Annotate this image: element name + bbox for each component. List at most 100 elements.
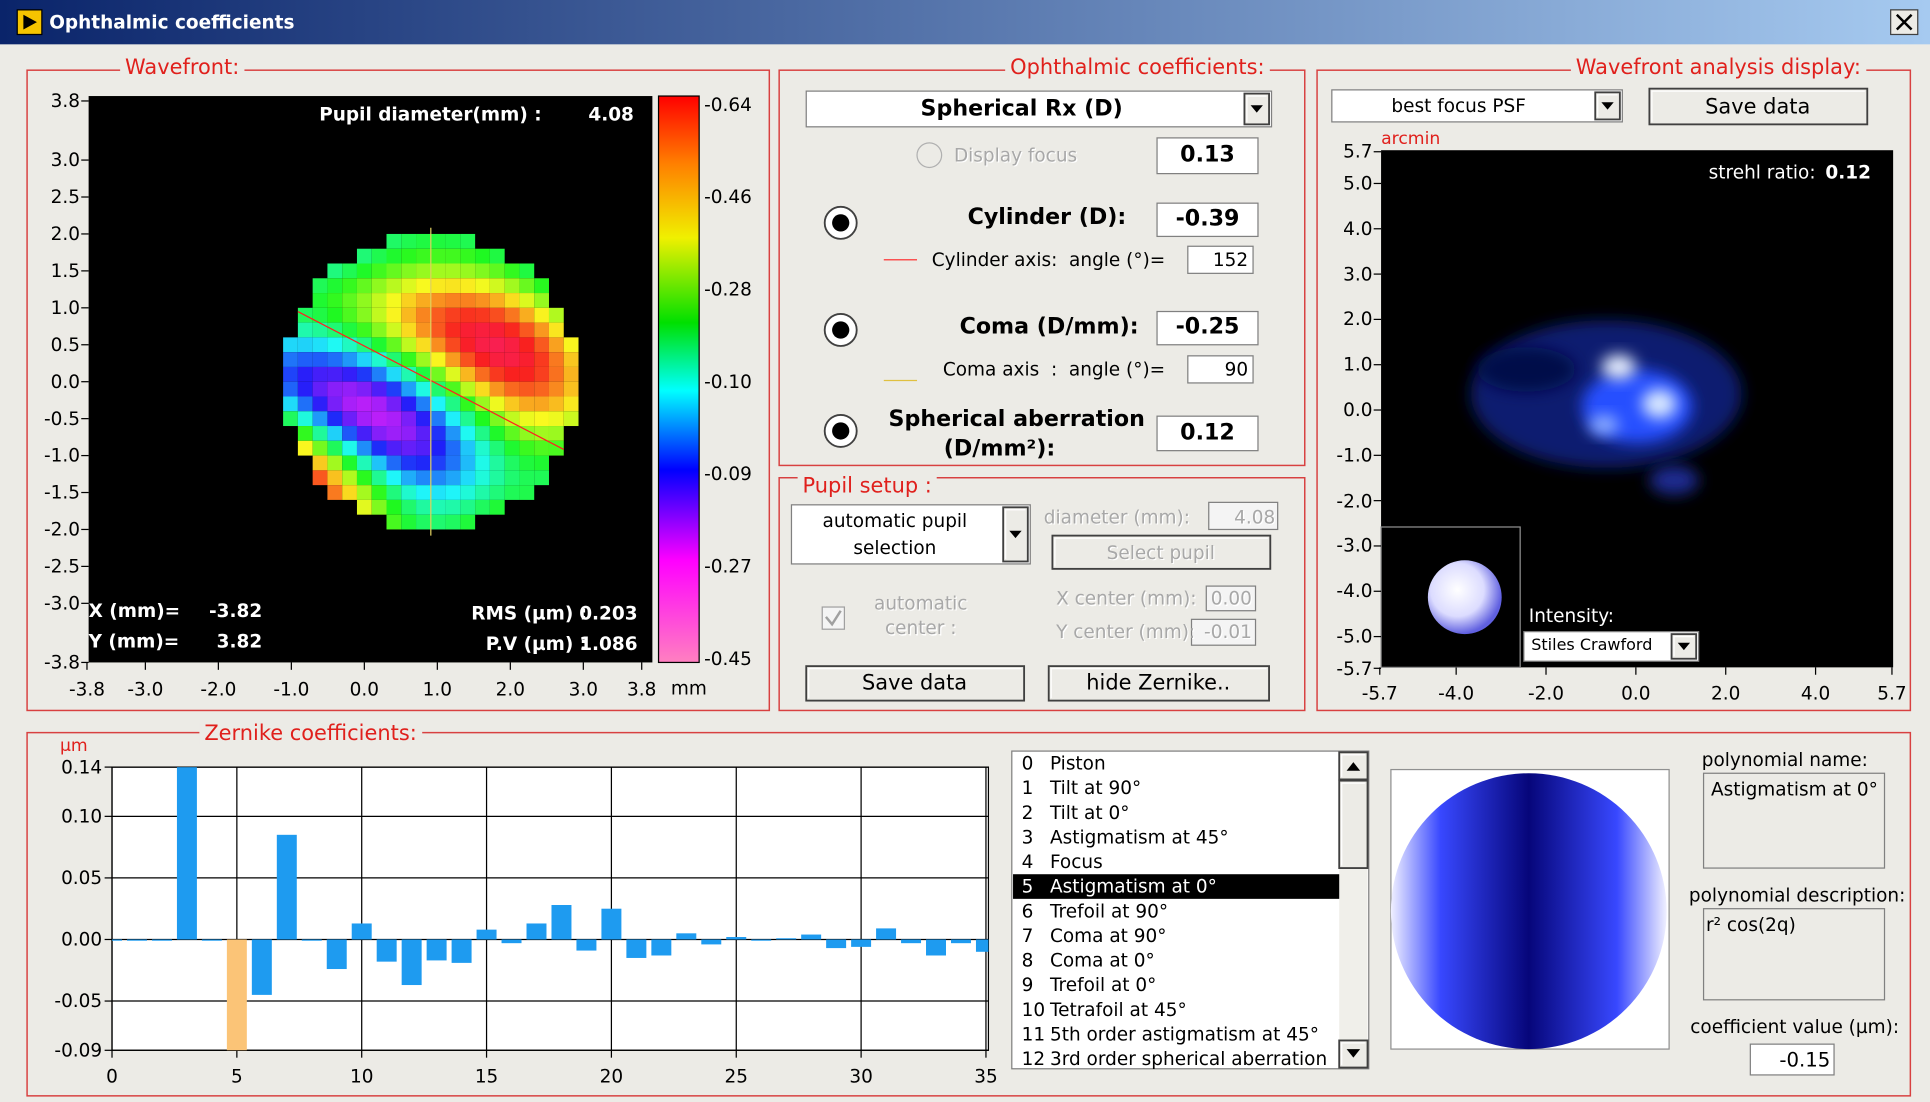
wavefront-pixel <box>386 381 402 397</box>
coefficient-field <box>1749 1043 1835 1076</box>
wavefront-pixel <box>283 366 298 382</box>
bar <box>112 939 122 941</box>
spherical-radio-dot <box>832 422 850 440</box>
coma-axis-field <box>1187 355 1254 384</box>
pv-label: P.V (µm) : <box>485 632 588 656</box>
wavefront-pixel <box>283 381 298 397</box>
close-x <box>1895 13 1913 31</box>
wavefront-pixel <box>475 322 490 338</box>
wavefront-pixel <box>342 366 357 382</box>
list-name: 3rd order spherical aberration <box>1049 1047 1328 1070</box>
wavefront-pixel <box>519 485 535 500</box>
wavefront-pixel <box>519 470 535 486</box>
wavefront-pixel <box>371 485 387 500</box>
x-tick-label: -2.0 <box>200 678 237 701</box>
wavefront-pixel <box>312 426 328 441</box>
wavefront-pixel <box>342 455 357 471</box>
save-button <box>805 665 1026 702</box>
spherical-dropdown-arrow-button-bevel <box>1246 95 1267 122</box>
wavefront-pixel <box>548 307 564 323</box>
list-number: 8 <box>1021 949 1034 972</box>
wavefront-pixel <box>445 396 461 412</box>
wavefront-pixel <box>386 499 402 515</box>
wavefront-pixel <box>401 440 417 456</box>
strehl-label: strehl ratio: <box>1708 161 1816 184</box>
wavefront-pixel <box>519 278 535 294</box>
wavefront-pixel <box>460 233 476 249</box>
wavefront-pixel <box>327 278 343 294</box>
wavefront-pixel <box>371 248 387 264</box>
wavefront-pixel <box>356 426 372 441</box>
bar <box>950 939 971 944</box>
pupil-label: Pupil diameter(mm) : <box>319 103 542 126</box>
rms-label: RMS (µm) : <box>471 602 588 625</box>
bar <box>326 939 347 970</box>
wavefront-pixel <box>430 381 446 397</box>
wavefront-pixel <box>401 381 417 397</box>
wavefront-pixel <box>312 322 328 338</box>
wavefront-pixel <box>489 426 505 441</box>
wavefront-pixel <box>460 485 476 500</box>
wavefront-pixel <box>416 337 431 353</box>
wavefront-pixel <box>430 470 446 486</box>
wavefront-pixel <box>386 440 402 456</box>
wavefront-pixel <box>401 293 417 308</box>
bar <box>426 939 447 961</box>
x-tick-label: 2.0 <box>1711 682 1741 705</box>
list-number: 3 <box>1021 826 1034 849</box>
wavefront-pixel <box>297 322 313 338</box>
wavefront-pixel <box>460 293 476 308</box>
list-number: 12 <box>1021 1047 1046 1070</box>
wavefront-pixel <box>416 514 431 530</box>
wavefront-pixel <box>386 293 402 308</box>
wavefront-pixel <box>371 337 387 353</box>
wavefront-pixel <box>475 426 490 441</box>
wavefront-pixel <box>489 381 505 397</box>
wavefront-pixel <box>356 440 372 456</box>
x-tick-label: 5.7 <box>1877 682 1907 705</box>
wavefront-pixel <box>401 411 417 427</box>
wavefront-pixel <box>504 322 520 338</box>
bar <box>651 939 672 956</box>
wavefront-pixel <box>430 514 446 530</box>
wavefront-pixel <box>401 233 417 249</box>
wavefront-pixel <box>548 337 564 353</box>
wavefront-pixel <box>416 426 431 441</box>
list-name: Astigmatism at 0° <box>1049 875 1217 898</box>
wavefront-pixel <box>519 307 535 323</box>
wavefront-pixel <box>356 248 372 264</box>
y-tick-label: 2.0 <box>1343 308 1373 331</box>
y-label: Y (mm)= <box>88 630 180 653</box>
wavefront-pixel <box>430 499 446 515</box>
wavefront-pixel <box>504 440 520 456</box>
wavefront-pixel <box>342 352 357 367</box>
wavefront-pixel <box>504 307 520 323</box>
wavefront-pixel <box>534 455 549 471</box>
wavefront-pixel <box>489 440 505 456</box>
wavefront-pixel <box>489 263 505 279</box>
wavefront-pixel <box>475 278 490 294</box>
colorbar-tick-label: -0.10 <box>704 370 752 393</box>
auto-center-label: automatic <box>874 592 968 615</box>
list-number: 1 <box>1021 776 1034 800</box>
wavefront-pixel <box>430 352 446 367</box>
x-tick-label: 0.0 <box>349 678 380 701</box>
x-label: X (mm)= <box>88 599 181 622</box>
wavefront-pixel <box>489 396 505 412</box>
wavefront-pixel <box>430 411 446 427</box>
wavefront-pixel <box>445 248 461 264</box>
wavefront-pixel <box>386 352 402 367</box>
wavefront-pixel <box>327 366 343 382</box>
y-tick-label: -1.5 <box>43 481 81 504</box>
wavefront-pixel <box>548 396 564 412</box>
wavefront-pixel <box>504 381 520 397</box>
scroll-thumb <box>1338 779 1369 869</box>
intensity-dropdown <box>1523 631 1700 662</box>
bar <box>176 767 197 940</box>
list-number: 9 <box>1021 973 1034 997</box>
wavefront-pixel <box>460 337 476 353</box>
wavefront-pixel <box>327 337 343 353</box>
cylinder-radio-dot <box>832 214 850 232</box>
wavefront-pixel <box>401 499 417 515</box>
wavefront-pixel <box>297 337 313 353</box>
